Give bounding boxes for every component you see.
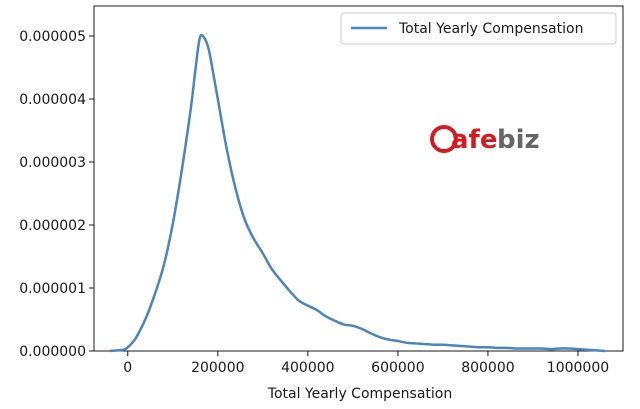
logo-text-biz: biz xyxy=(497,125,540,155)
y-tick-label: 0.000001 xyxy=(19,281,86,297)
cafebiz-logo-watermark: afe biz xyxy=(430,125,540,155)
y-tick-label: 0.000004 xyxy=(19,92,86,108)
legend: Total Yearly Compensation xyxy=(340,12,617,45)
y-tick-label: 0.000002 xyxy=(19,218,86,234)
logo-ring-icon xyxy=(430,125,458,153)
legend-entry-label: Total Yearly Compensation xyxy=(398,21,583,37)
x-tick-label: 400000 xyxy=(281,360,334,376)
plot-border xyxy=(93,5,624,352)
plot-frame xyxy=(93,5,624,352)
x-tick-label: 1000000 xyxy=(547,360,609,376)
x-tick-label: 0 xyxy=(123,360,132,376)
kde-series-line xyxy=(109,33,606,353)
x-axis-ticks: 0 200000 400000 600000 800000 1000000 xyxy=(123,351,609,376)
y-tick-label: 0.000005 xyxy=(19,29,86,45)
legend-box xyxy=(340,12,617,45)
series-layer xyxy=(109,33,606,353)
x-tick-label: 200000 xyxy=(191,360,244,376)
y-tick-label: 0.000000 xyxy=(19,344,86,360)
x-axis-label: Total Yearly Compensation xyxy=(267,386,452,402)
y-tick-label: 0.000003 xyxy=(19,155,86,171)
x-tick-label: 600000 xyxy=(371,360,424,376)
y-axis-ticks: 0.000000 0.000001 0.000002 0.000003 0.000004… xyxy=(19,29,94,360)
logo-text-cafe: afe xyxy=(451,125,498,155)
x-tick-label: 800000 xyxy=(461,360,514,376)
